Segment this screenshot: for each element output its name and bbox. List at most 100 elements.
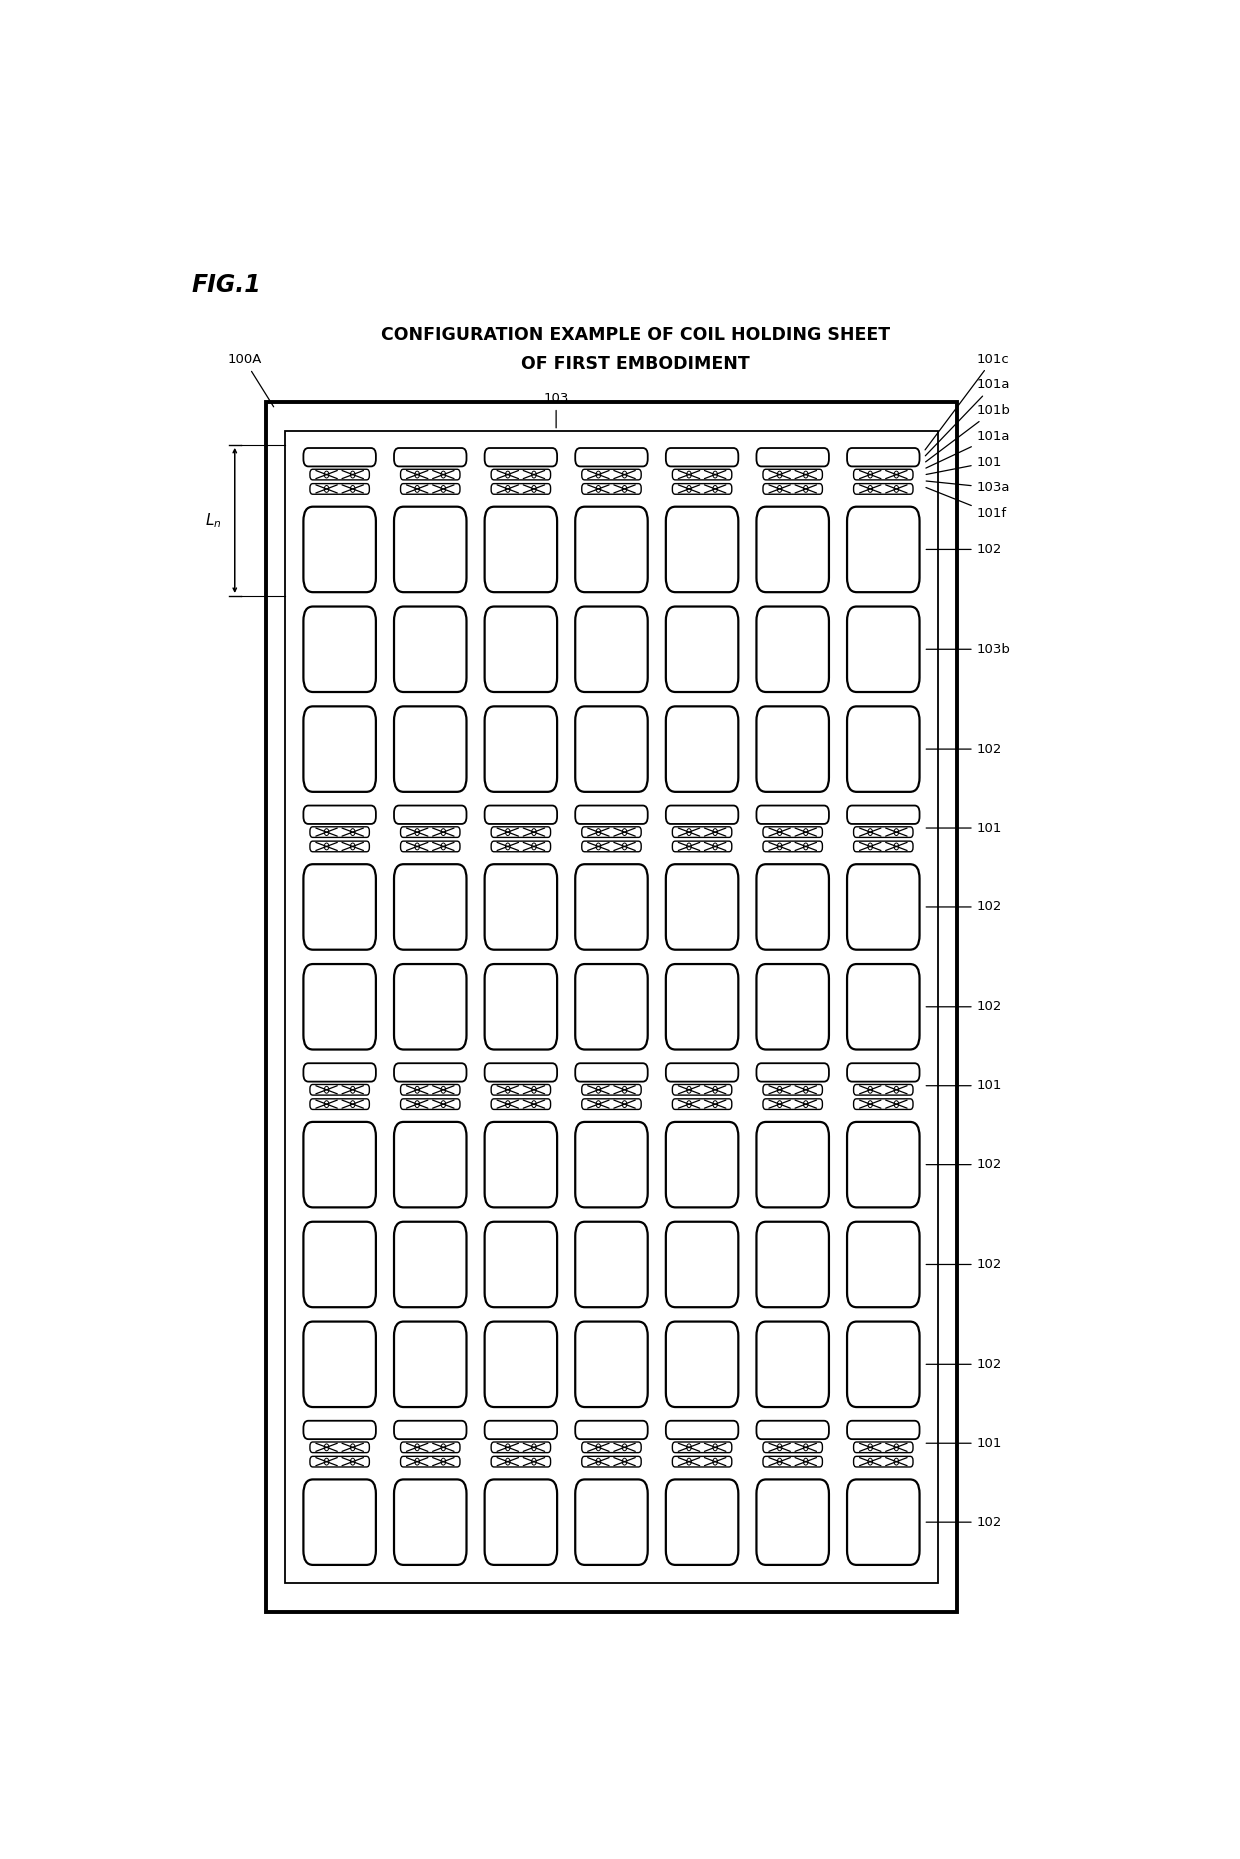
FancyBboxPatch shape [304,805,376,824]
FancyBboxPatch shape [756,1480,828,1565]
FancyBboxPatch shape [582,827,641,837]
FancyBboxPatch shape [672,1456,732,1467]
FancyBboxPatch shape [847,1121,920,1206]
FancyBboxPatch shape [394,606,466,692]
FancyBboxPatch shape [310,827,370,837]
FancyBboxPatch shape [304,448,376,467]
FancyBboxPatch shape [575,1221,647,1307]
FancyBboxPatch shape [394,1221,466,1307]
FancyBboxPatch shape [756,508,828,593]
FancyBboxPatch shape [394,1121,466,1206]
FancyBboxPatch shape [485,965,557,1050]
FancyBboxPatch shape [853,1099,913,1110]
FancyBboxPatch shape [672,1099,732,1110]
Text: 103: 103 [543,392,569,428]
FancyBboxPatch shape [265,402,957,1612]
FancyBboxPatch shape [666,1221,738,1307]
FancyBboxPatch shape [304,1322,376,1407]
FancyBboxPatch shape [763,1084,822,1095]
FancyBboxPatch shape [666,508,738,593]
FancyBboxPatch shape [394,864,466,950]
FancyBboxPatch shape [394,508,466,593]
FancyBboxPatch shape [666,864,738,950]
FancyBboxPatch shape [394,1063,466,1082]
Text: 102: 102 [926,1158,1002,1171]
FancyBboxPatch shape [756,606,828,692]
Text: 101: 101 [926,1437,1002,1450]
FancyBboxPatch shape [304,1480,376,1565]
FancyBboxPatch shape [310,1099,370,1110]
FancyBboxPatch shape [756,864,828,950]
FancyBboxPatch shape [756,706,828,792]
FancyBboxPatch shape [485,1121,557,1206]
FancyBboxPatch shape [485,1420,557,1439]
Text: 102: 102 [926,1515,1002,1528]
Text: 101b: 101b [925,403,1011,461]
FancyBboxPatch shape [304,508,376,593]
Text: OF FIRST EMBODIMENT: OF FIRST EMBODIMENT [521,355,750,374]
Text: 101f: 101f [926,487,1007,521]
FancyBboxPatch shape [394,805,466,824]
FancyBboxPatch shape [401,1084,460,1095]
FancyBboxPatch shape [485,1221,557,1307]
FancyBboxPatch shape [491,1084,551,1095]
FancyBboxPatch shape [485,1480,557,1565]
FancyBboxPatch shape [666,965,738,1050]
FancyBboxPatch shape [575,1063,647,1082]
FancyBboxPatch shape [394,448,466,467]
FancyBboxPatch shape [310,840,370,851]
FancyBboxPatch shape [485,508,557,593]
Text: 101c: 101c [925,353,1009,450]
Text: FIG.1: FIG.1 [191,273,262,297]
FancyBboxPatch shape [491,468,551,480]
FancyBboxPatch shape [304,1063,376,1082]
Text: 101a: 101a [926,429,1011,468]
FancyBboxPatch shape [575,1121,647,1206]
FancyBboxPatch shape [666,448,738,467]
FancyBboxPatch shape [756,805,828,824]
FancyBboxPatch shape [672,840,732,851]
FancyBboxPatch shape [401,1456,460,1467]
FancyBboxPatch shape [672,483,732,494]
FancyBboxPatch shape [575,864,647,950]
FancyBboxPatch shape [575,706,647,792]
FancyBboxPatch shape [394,706,466,792]
Text: 103b: 103b [926,643,1011,656]
FancyBboxPatch shape [485,448,557,467]
FancyBboxPatch shape [853,468,913,480]
FancyBboxPatch shape [401,483,460,494]
FancyBboxPatch shape [847,1420,920,1439]
FancyBboxPatch shape [575,1420,647,1439]
FancyBboxPatch shape [491,483,551,494]
FancyBboxPatch shape [847,706,920,792]
FancyBboxPatch shape [763,1443,822,1452]
FancyBboxPatch shape [304,606,376,692]
FancyBboxPatch shape [666,606,738,692]
FancyBboxPatch shape [847,1322,920,1407]
FancyBboxPatch shape [310,1443,370,1452]
FancyBboxPatch shape [666,706,738,792]
FancyBboxPatch shape [310,1456,370,1467]
Text: 102: 102 [926,1357,1002,1370]
FancyBboxPatch shape [756,965,828,1050]
FancyBboxPatch shape [304,965,376,1050]
Text: 102: 102 [926,1000,1002,1013]
FancyBboxPatch shape [304,864,376,950]
FancyBboxPatch shape [763,468,822,480]
FancyBboxPatch shape [847,864,920,950]
FancyBboxPatch shape [847,805,920,824]
FancyBboxPatch shape [582,483,641,494]
FancyBboxPatch shape [847,1063,920,1082]
Text: 100A: 100A [227,353,274,407]
FancyBboxPatch shape [401,468,460,480]
FancyBboxPatch shape [304,1420,376,1439]
FancyBboxPatch shape [756,1322,828,1407]
FancyBboxPatch shape [853,1084,913,1095]
FancyBboxPatch shape [672,827,732,837]
FancyBboxPatch shape [485,864,557,950]
FancyBboxPatch shape [575,1480,647,1565]
FancyBboxPatch shape [575,508,647,593]
FancyBboxPatch shape [847,965,920,1050]
FancyBboxPatch shape [491,1443,551,1452]
FancyBboxPatch shape [763,1099,822,1110]
